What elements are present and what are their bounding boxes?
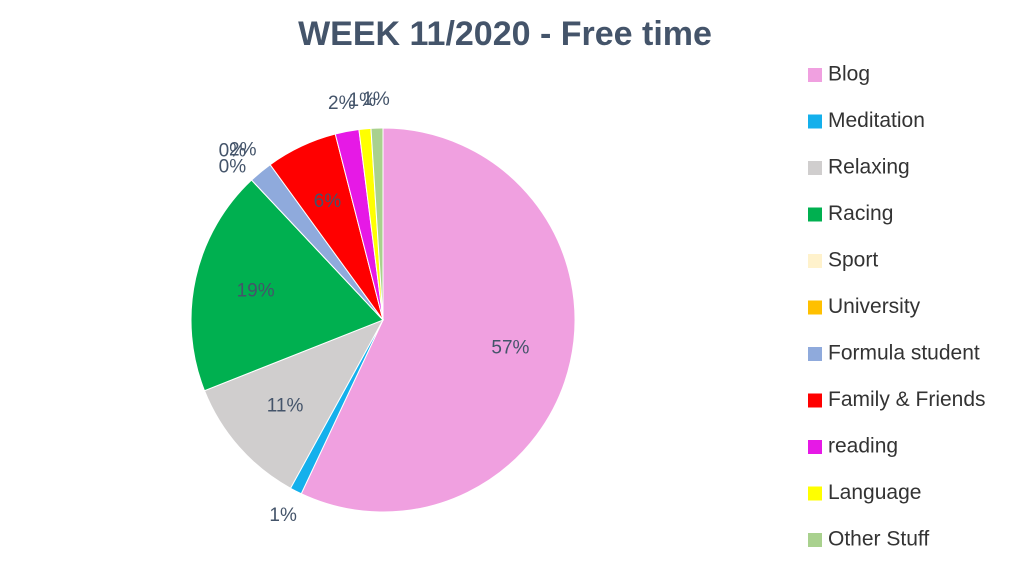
pie-slice (190, 179, 384, 392)
legend-label: Other Stuff (828, 528, 929, 551)
data-label: 1% (349, 90, 377, 111)
legend-label: Family & Friends (828, 388, 986, 411)
legend-swatch (808, 486, 822, 501)
legend-label: reading (828, 435, 898, 458)
legend-swatch (808, 207, 822, 222)
data-label: 11% (267, 395, 304, 416)
legend-swatch (808, 347, 822, 361)
legend-label: Racing (828, 202, 893, 225)
data-label: 1% (362, 89, 390, 110)
data-label: 57% (491, 337, 529, 358)
legend-swatch (808, 68, 822, 82)
data-label: 1% (269, 505, 297, 526)
legend-label: Language (828, 481, 921, 504)
legend-label: Relaxing (828, 156, 910, 179)
data-label: 2% (328, 93, 356, 114)
pie-slice (203, 319, 385, 489)
legend-swatch (808, 393, 822, 408)
data-label: 6% (314, 191, 342, 212)
legend-swatch (808, 533, 822, 547)
pie-slice (300, 127, 576, 513)
legend-swatch (808, 300, 822, 315)
data-label: 19% (237, 281, 275, 302)
legend-swatch (808, 161, 822, 175)
legend-label: Sport (828, 249, 878, 272)
legend-swatch (808, 440, 822, 454)
legend-label: Blog (828, 63, 870, 86)
data-label: 2% (229, 140, 257, 161)
legend-label: University (828, 295, 921, 318)
data-label: 0% (219, 141, 247, 162)
legend-label: Formula student (828, 342, 980, 365)
legend-swatch (808, 254, 822, 268)
legend-swatch (808, 114, 822, 129)
legend-label: Meditation (828, 109, 925, 132)
data-label: 0% (219, 157, 247, 178)
pie-slice (370, 127, 384, 321)
chart-title: WEEK 11/2020 - Free time (298, 15, 712, 53)
